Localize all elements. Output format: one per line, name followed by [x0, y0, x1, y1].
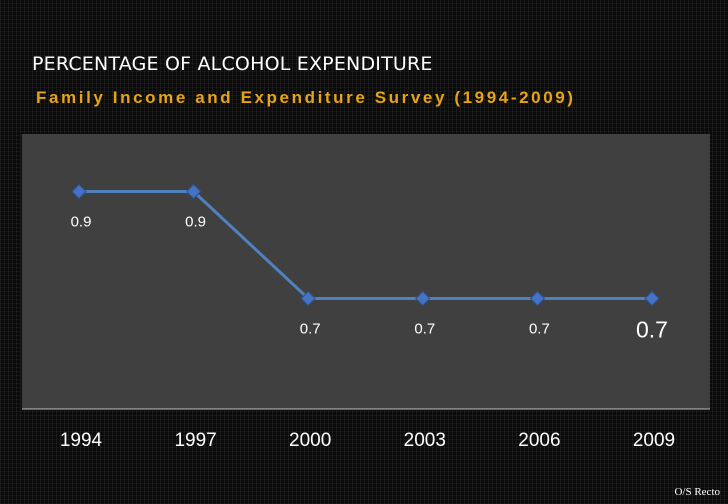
- x-tick-label-2009: 2009: [633, 430, 675, 451]
- x-tick-label-1997: 1997: [174, 430, 216, 451]
- data-point-2003: [415, 290, 431, 307]
- x-tick-label-1994: 1994: [60, 430, 103, 451]
- slide-subtitle: Family Income and Expenditure Survey (19…: [36, 88, 576, 107]
- series-layer: [71, 183, 660, 307]
- data-point-2006: [529, 290, 546, 307]
- data-label-1997: 0.9: [185, 214, 206, 231]
- data-point-2000: [300, 290, 316, 307]
- data-point-2009: [644, 290, 660, 307]
- series-line: [79, 190, 652, 300]
- data-labels-layer: 0.9 0.9 0.7 0.7 0.7 0.7: [71, 214, 668, 343]
- data-label-1994: 0.9: [71, 214, 92, 231]
- data-label-2009: 0.7: [636, 317, 668, 343]
- plot-area: [22, 134, 710, 409]
- data-label-2000: 0.7: [300, 321, 321, 338]
- x-tick-labels-layer: 1994 1997 2000 2003 2006 2009: [60, 430, 675, 451]
- data-label-2003: 0.7: [414, 321, 435, 338]
- x-tick-label-2003: 2003: [404, 430, 446, 451]
- slide-title: PERCENTAGE OF ALCOHOL EXPENDITURE: [32, 53, 433, 75]
- credit-text: O/S Recto: [674, 486, 720, 498]
- x-tick-label-2006: 2006: [518, 430, 560, 451]
- data-point-1997: [185, 183, 202, 200]
- data-point-1994: [71, 183, 87, 200]
- data-label-2006: 0.7: [529, 321, 550, 338]
- x-tick-label-2000: 2000: [289, 430, 331, 451]
